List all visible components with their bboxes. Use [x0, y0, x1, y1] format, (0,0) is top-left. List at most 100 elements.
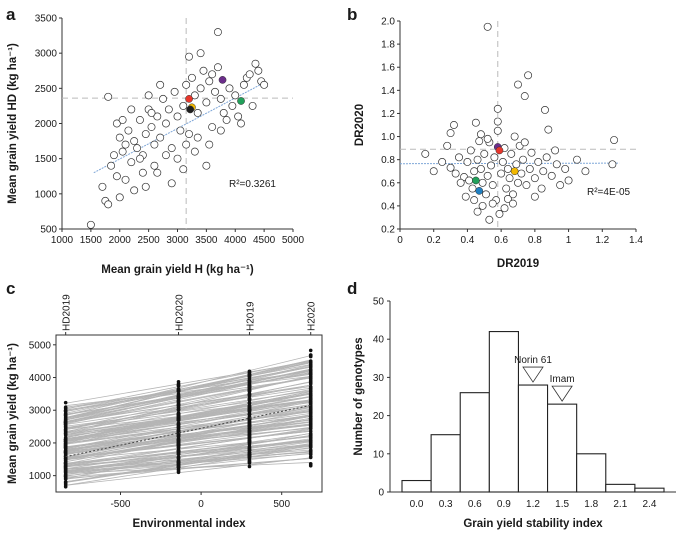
genotype-line	[65, 373, 311, 411]
data-dot	[308, 451, 313, 455]
genotype-line	[65, 361, 311, 404]
data-dot	[247, 422, 252, 426]
data-point	[610, 136, 619, 144]
x-axis-title: Grain yield stability index	[463, 518, 603, 530]
data-point	[446, 163, 455, 172]
genotype-marker-triangle	[522, 366, 544, 383]
data-point	[503, 195, 512, 203]
data-point	[121, 140, 130, 149]
x-tick-label: 1000	[51, 235, 74, 246]
data-point	[115, 133, 124, 142]
genotype-line	[65, 457, 311, 486]
data-point	[490, 153, 499, 162]
data-dot	[63, 423, 68, 428]
data-point	[551, 146, 560, 155]
data-dot	[176, 441, 181, 446]
data-point	[524, 71, 533, 80]
x-tick-label: 0.0	[410, 499, 424, 510]
data-dot	[176, 396, 181, 401]
panel-label-c: c	[6, 279, 15, 298]
data-dot	[176, 444, 181, 449]
mean-regression-line	[65, 404, 311, 458]
histogram-bar	[634, 487, 665, 493]
data-point	[150, 140, 159, 149]
genotype-line	[65, 406, 311, 440]
data-point	[104, 92, 113, 101]
data-point	[228, 101, 237, 110]
data-point	[216, 126, 225, 135]
environment-label: H2019	[245, 301, 256, 331]
data-point	[196, 49, 205, 58]
histogram-bar	[605, 483, 636, 493]
data-point	[205, 77, 214, 86]
data-point	[517, 169, 526, 178]
data-point	[199, 66, 208, 75]
histogram-bar	[547, 403, 578, 493]
data-point	[234, 112, 243, 121]
data-point	[451, 169, 460, 178]
genotype-line	[65, 381, 311, 431]
data-dot	[247, 388, 252, 393]
data-dot	[176, 383, 181, 387]
y-tick-label: 2.0	[381, 17, 395, 28]
data-point	[608, 160, 617, 169]
y-tick-label: 3000	[29, 406, 52, 417]
panel-d: d 0 10 20 30 40 50 0.0 0.3 0.6 0.9 1.2 1.5 1.8 2.1 2.4 N…	[347, 279, 676, 530]
data-point	[483, 134, 492, 143]
data-point	[193, 133, 202, 142]
data-point	[260, 80, 269, 89]
data-dot	[247, 425, 252, 429]
data-point	[483, 22, 492, 31]
x-tick-label: 500	[273, 499, 290, 510]
genotype-line	[65, 457, 311, 478]
data-dot	[308, 440, 313, 444]
data-point	[581, 167, 590, 176]
panel-label-b: b	[347, 5, 357, 24]
data-point	[514, 178, 522, 187]
data-point	[478, 178, 487, 187]
data-point	[512, 160, 521, 169]
r-squared-annotation: R²=4E-05	[587, 187, 631, 198]
data-point	[561, 164, 570, 173]
genotype-line	[65, 428, 311, 467]
data-dot	[176, 459, 181, 464]
data-point	[138, 168, 147, 177]
y-tick-label: 20	[373, 411, 385, 422]
data-point	[470, 196, 479, 205]
x-tick-label: 1.8	[584, 499, 598, 510]
data-point	[118, 147, 127, 156]
data-point	[118, 116, 127, 124]
data-dot	[308, 367, 313, 372]
data-dot	[308, 445, 313, 450]
data-point	[127, 158, 136, 167]
x-tick-label: 1	[566, 235, 572, 246]
y-tick-label: 1500	[35, 154, 58, 165]
data-point	[112, 172, 121, 181]
x-tick-label: 2.4	[642, 499, 656, 510]
data-dot	[63, 428, 68, 432]
data-point	[153, 168, 162, 177]
y-tick-label: 0.4	[381, 201, 395, 212]
data-dot	[247, 429, 252, 434]
data-point	[471, 118, 480, 127]
data-point	[438, 158, 447, 166]
data-dot	[247, 454, 252, 459]
y-tick-label: 500	[40, 225, 57, 236]
data-point	[520, 92, 529, 101]
data-dot	[176, 407, 181, 412]
data-point	[520, 138, 529, 147]
data-point	[449, 121, 458, 129]
data-point	[254, 66, 263, 75]
environment-label: H2020	[307, 301, 318, 331]
y-tick-label: 30	[373, 373, 385, 384]
x-tick-label: 1.2	[526, 499, 540, 510]
y-tick-label: 5000	[29, 340, 52, 351]
data-dot	[247, 412, 252, 417]
y-tick-label: 1000	[29, 471, 52, 482]
data-dot	[247, 397, 252, 401]
data-dot	[63, 469, 68, 474]
x-tick-label: 0.9	[497, 499, 511, 510]
data-point	[185, 52, 193, 61]
data-dot	[308, 348, 313, 353]
data-point	[476, 164, 485, 173]
